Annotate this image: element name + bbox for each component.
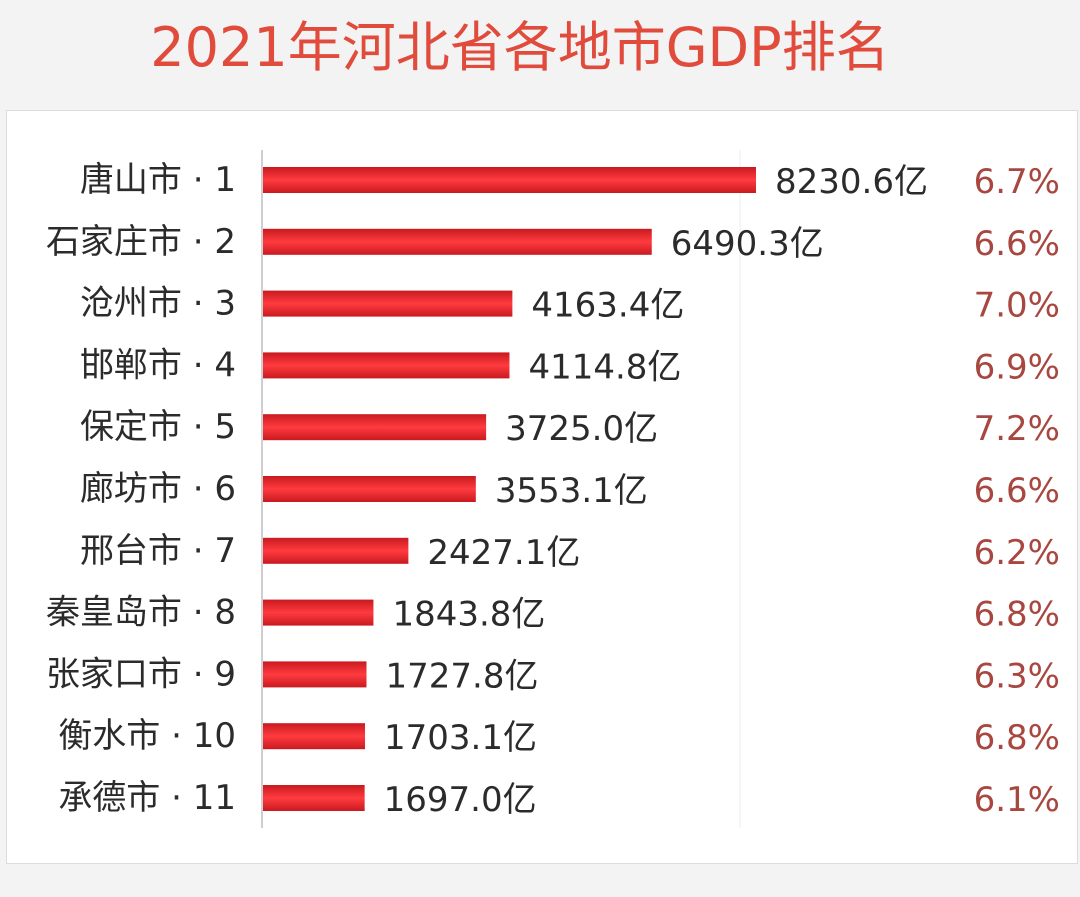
bar xyxy=(263,414,487,441)
category-label: 保定市 · 5 xyxy=(80,407,236,447)
growth-label: 6.1% xyxy=(974,780,1060,820)
growth-label: 7.2% xyxy=(974,409,1060,449)
growth-label: 6.6% xyxy=(974,224,1060,264)
bar xyxy=(263,290,513,317)
bar xyxy=(263,785,365,811)
growth-label: 6.8% xyxy=(974,595,1060,635)
category-label: 衡水市 · 10 xyxy=(58,716,236,756)
bar xyxy=(263,167,756,193)
value-label: 8230.6亿 xyxy=(775,162,928,202)
value-labels: 8230.6亿 6490.3亿 4163.4亿 4114.8亿 3725.0亿 3553.… xyxy=(384,162,928,820)
bar xyxy=(263,661,367,688)
category-label: 邢台市 · 7 xyxy=(80,531,236,571)
bar xyxy=(263,599,374,626)
category-label: 唐山市 · 1 xyxy=(80,160,236,200)
bar xyxy=(263,723,366,750)
value-label: 3725.0亿 xyxy=(505,409,658,449)
growth-label: 7.0% xyxy=(974,286,1060,326)
growth-label: 6.9% xyxy=(974,347,1060,387)
value-label: 4163.4亿 xyxy=(531,286,684,326)
category-label: 廊坊市 · 6 xyxy=(80,469,236,509)
category-label: 承德市 · 11 xyxy=(58,778,236,818)
growth-label: 6.8% xyxy=(974,718,1060,758)
value-label: 6490.3亿 xyxy=(671,224,824,264)
value-label: 1843.8亿 xyxy=(392,595,545,635)
growth-label: 6.6% xyxy=(974,471,1060,511)
growth-label: 6.2% xyxy=(974,533,1060,573)
bar xyxy=(263,352,510,379)
growth-label: 6.3% xyxy=(974,656,1060,696)
value-label: 1697.0亿 xyxy=(384,780,537,820)
value-label: 1727.8亿 xyxy=(385,656,538,696)
value-label: 1703.1亿 xyxy=(384,718,537,758)
category-label: 沧州市 · 3 xyxy=(80,284,236,324)
bar xyxy=(263,228,652,255)
category-label: 秦皇岛市 · 8 xyxy=(46,593,236,633)
category-label: 石家庄市 · 2 xyxy=(46,222,236,262)
value-label: 4114.8亿 xyxy=(528,347,681,387)
bar xyxy=(263,476,476,502)
value-label: 3553.1亿 xyxy=(495,471,648,511)
category-label: 张家口市 · 9 xyxy=(46,654,236,694)
chart-title: 2021年河北省各地市GDP排名 xyxy=(150,16,890,79)
growth-label: 6.7% xyxy=(974,162,1060,202)
chart-grid xyxy=(261,150,741,828)
bar xyxy=(263,537,409,564)
bars xyxy=(263,167,756,811)
growth-labels: 6.7% 6.6% 7.0% 6.9% 7.2% 6.6% 6.2% 6.8% 6.3% 6.8%… xyxy=(974,162,1060,820)
category-labels: 唐山市 · 1 石家庄市 · 2 沧州市 · 3 邯郸市 · 4 保定市 · 5 廊坊市 … xyxy=(46,160,236,818)
category-label: 邯郸市 · 4 xyxy=(80,345,236,385)
value-label: 2427.1亿 xyxy=(427,533,580,573)
